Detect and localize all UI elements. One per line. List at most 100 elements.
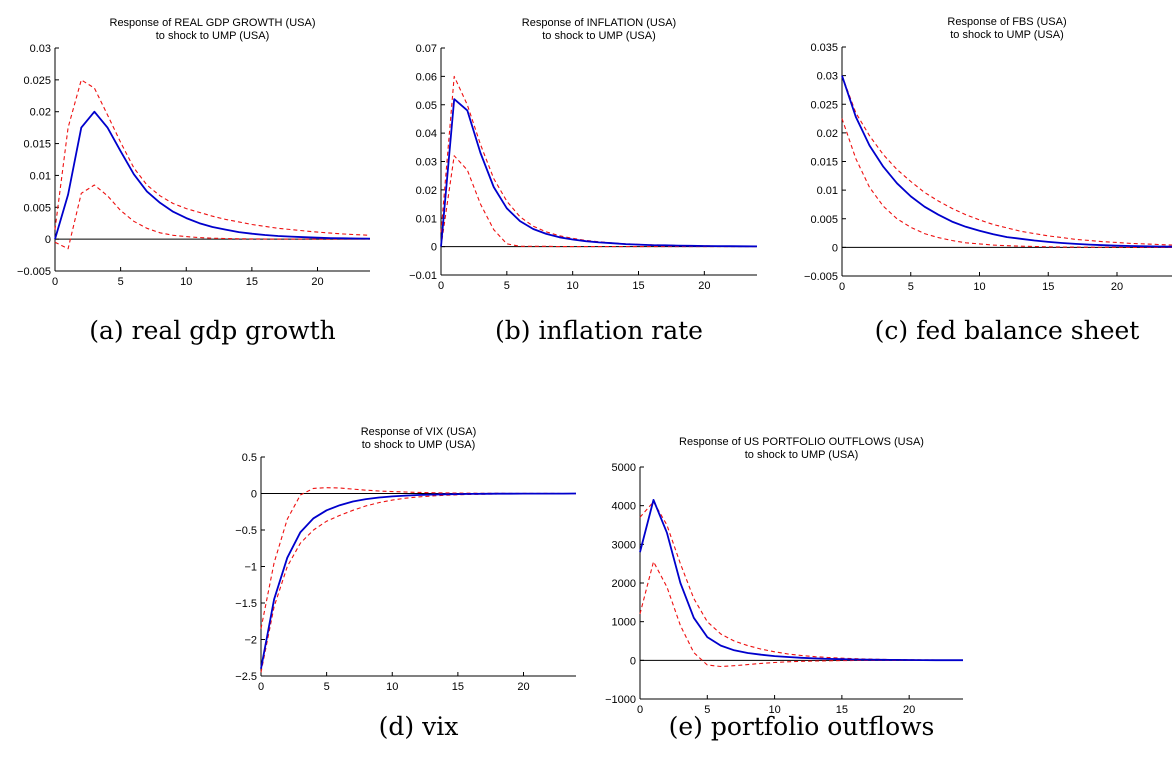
upper-band-line-d: [260, 487, 576, 629]
y-tick-label: 4000: [612, 501, 636, 513]
y-tick-label: −1000: [605, 694, 636, 706]
upper-band-line-e: [639, 501, 964, 661]
y-tick-label: 0.025: [23, 75, 51, 87]
x-tick-label: 15: [1042, 281, 1054, 293]
y-tick-label: 2000: [612, 578, 636, 590]
upper-band-line-a: [54, 79, 371, 236]
irf-chart-e: Response of US PORTFOLIO OUTFLOWS (USA)t…: [605, 436, 964, 716]
y-tick-label: 0.005: [23, 202, 51, 214]
y-tick-label: 0: [630, 655, 636, 667]
y-tick-label: −2: [244, 635, 257, 647]
x-tick-label: 15: [836, 704, 848, 716]
y-tick-label: −0.5: [235, 525, 257, 537]
response-line-c: [841, 75, 1173, 248]
x-tick-label: 20: [1111, 281, 1123, 293]
x-tick-label: 0: [438, 280, 444, 292]
caption-c: (c) fed balance sheet: [874, 316, 1140, 345]
x-tick-label: 10: [973, 281, 985, 293]
caption-d: (d) vix: [378, 712, 459, 741]
y-tick-label: −0.005: [804, 271, 838, 283]
chart-title-a: Response of REAL GDP GROWTH (USA): [110, 17, 316, 29]
y-tick-label: 0.005: [810, 214, 838, 226]
y-tick-label: −0.01: [409, 270, 437, 282]
y-tick-label: 0.02: [817, 128, 838, 140]
irf-chart-a: Response of REAL GDP GROWTH (USA)to shoc…: [17, 17, 371, 288]
y-tick-label: 0.02: [416, 185, 437, 197]
y-tick-label: 0: [431, 242, 437, 254]
caption-a: (a) real gdp growth: [89, 316, 336, 345]
lower-band-line-b: [440, 155, 757, 248]
upper-band-line-b: [440, 75, 757, 247]
y-tick-label: −2.5: [235, 671, 257, 683]
irf-chart-d: Response of VIX (USA)to shock to UMP (US…: [235, 426, 577, 693]
x-tick-label: 5: [324, 681, 330, 693]
x-tick-label: 5: [118, 276, 124, 288]
x-tick-label: 0: [258, 681, 264, 693]
x-tick-label: 0: [637, 704, 643, 716]
y-tick-label: 0.01: [30, 170, 51, 182]
irf-chart-c: Response of FBS (USA)to shock to UMP (US…: [804, 16, 1173, 293]
y-tick-label: 0: [45, 234, 51, 246]
upper-band-line-c: [841, 75, 1173, 246]
lower-band-line-e: [639, 561, 963, 668]
y-tick-label: 3000: [612, 539, 636, 551]
x-tick-label: 15: [246, 276, 258, 288]
lower-band-line-d: [260, 493, 576, 673]
y-tick-label: 0.01: [817, 185, 838, 197]
y-tick-label: 5000: [612, 462, 636, 474]
x-tick-label: 10: [768, 704, 780, 716]
caption-e: (e) portfolio outflows: [668, 712, 935, 741]
x-tick-label: 20: [311, 276, 323, 288]
y-tick-label: 0.04: [416, 128, 437, 140]
response-line-d: [260, 492, 577, 669]
y-tick-label: 0.06: [416, 71, 437, 83]
y-tick-label: 0.5: [242, 452, 257, 464]
irf-chart-b: Response of INFLATION (USA)to shock to U…: [409, 17, 758, 292]
y-tick-label: −0.005: [17, 266, 51, 278]
chart-panel-e: Response of US PORTFOLIO OUTFLOWS (USA) t…: [590, 395, 970, 725]
y-tick-label: 0.05: [416, 100, 437, 112]
x-tick-label: 0: [52, 276, 58, 288]
x-tick-label: 0: [839, 281, 845, 293]
y-tick-label: 0.025: [810, 99, 838, 111]
chart-panel-b: Response of INFLATION (USA) to shock to U…: [388, 0, 768, 340]
y-tick-label: −1: [244, 562, 257, 574]
caption-b: (b) inflation rate: [495, 316, 703, 345]
y-tick-label: 0.015: [23, 139, 51, 151]
lower-band-line-c: [841, 118, 1172, 248]
x-tick-label: 20: [698, 280, 710, 292]
y-tick-label: 1000: [612, 617, 636, 629]
chart-title-c: Response of FBS (USA): [947, 16, 1066, 28]
x-tick-label: 15: [452, 681, 464, 693]
chart-subtitle-a: to shock to UMP (USA): [156, 30, 270, 42]
y-tick-label: 0: [251, 489, 257, 501]
y-tick-label: −1.5: [235, 598, 257, 610]
x-tick-label: 15: [632, 280, 644, 292]
chart-panel-c: Response of FBS (USA) to shock to UMP (US…: [790, 0, 1173, 340]
y-tick-label: 0.03: [416, 157, 437, 169]
y-tick-label: 0.03: [30, 43, 51, 55]
chart-subtitle-b: to shock to UMP (USA): [542, 30, 656, 42]
y-tick-label: 0.01: [416, 213, 437, 225]
chart-title-b: Response of INFLATION (USA): [522, 17, 676, 29]
response-line-b: [440, 98, 758, 248]
x-tick-label: 10: [386, 681, 398, 693]
chart-title-e: Response of US PORTFOLIO OUTFLOWS (USA): [679, 436, 924, 448]
y-tick-label: 0.035: [810, 42, 838, 54]
y-tick-label: 0.07: [416, 43, 437, 55]
x-tick-label: 20: [517, 681, 529, 693]
y-tick-label: 0.02: [30, 107, 51, 119]
chart-subtitle-c: to shock to UMP (USA): [950, 29, 1064, 41]
x-tick-label: 10: [567, 280, 579, 292]
response-line-e: [639, 499, 963, 662]
x-tick-label: 5: [908, 281, 914, 293]
x-tick-label: 5: [704, 704, 710, 716]
y-tick-label: 0.03: [817, 71, 838, 83]
y-tick-label: 0.015: [810, 157, 838, 169]
x-tick-label: 10: [180, 276, 192, 288]
x-tick-label: 20: [903, 704, 915, 716]
chart-title-d: Response of VIX (USA): [361, 426, 477, 438]
chart-subtitle-d: to shock to UMP (USA): [362, 439, 476, 451]
chart-subtitle-e: to shock to UMP (USA): [745, 449, 859, 461]
chart-panel-d: Response of VIX (USA) to shock to UMP (US…: [200, 395, 580, 725]
